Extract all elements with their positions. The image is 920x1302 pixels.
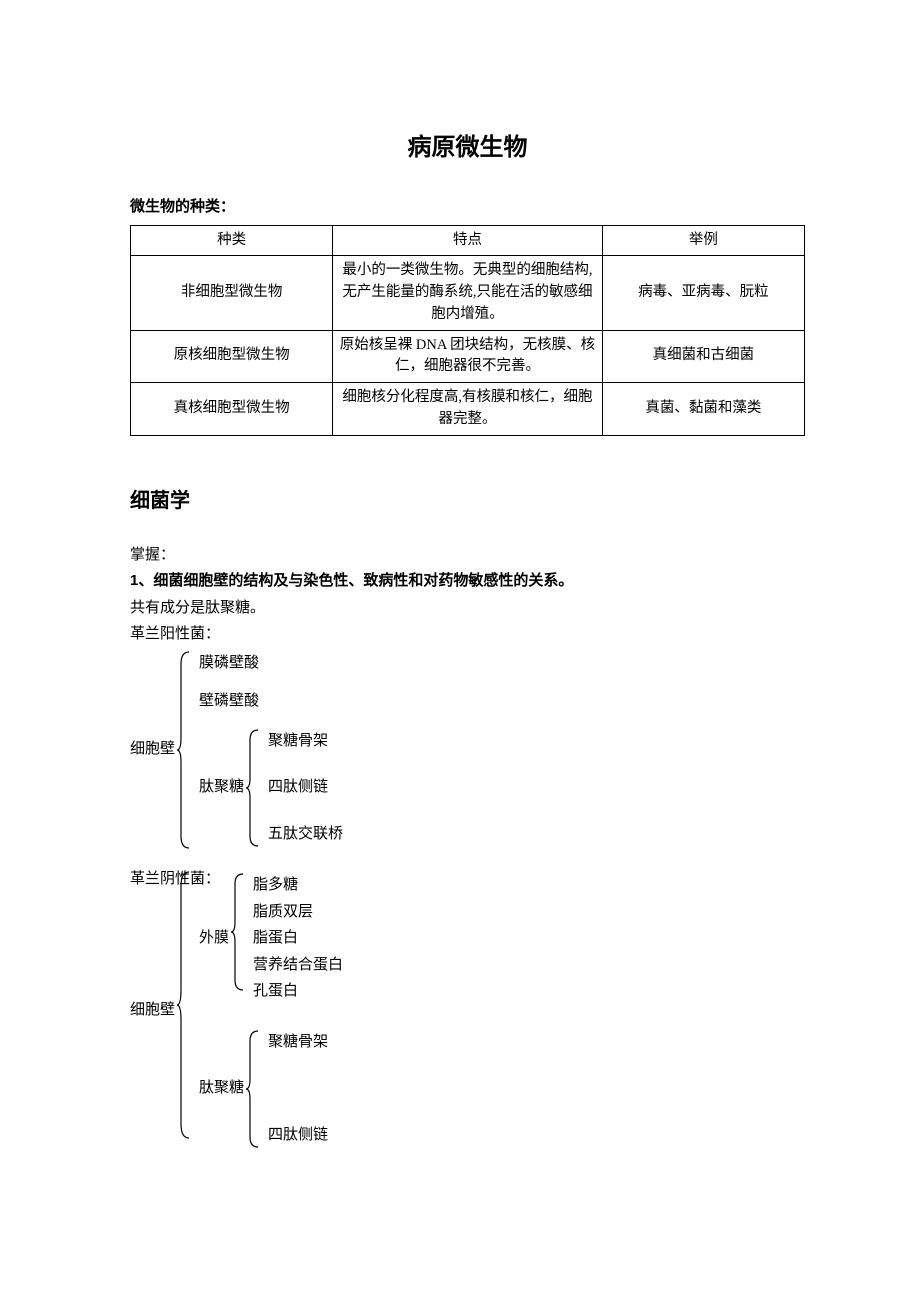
brace-icon (231, 872, 247, 1005)
cell-wall-label: 细胞壁 (130, 650, 177, 850)
tree-item: 膜磷壁酸 (199, 650, 343, 677)
table-row: 原核细胞型微生物 原始核呈裸 DNA 团块结构，无核膜、核仁，细胞器很不完善。 … (131, 330, 805, 383)
document-title: 病原微生物 (130, 130, 805, 166)
table-header-row: 种类 特点 举例 (131, 225, 805, 256)
table-header-cell: 特点 (333, 225, 603, 256)
tree-item: 五肽交联桥 (268, 821, 343, 848)
tree-item: 脂质双层 (253, 899, 343, 926)
table-header-cell: 种类 (131, 225, 333, 256)
table-heading: 微生物的种类： (130, 196, 805, 219)
peptidoglycan-label: 肽聚糖 (199, 1029, 246, 1149)
tree-item: 孔蛋白 (253, 978, 343, 1005)
brace-icon (177, 650, 193, 850)
common-component: 共有成分是肽聚糖。 (130, 597, 805, 620)
tree-item: 聚糖骨架 (268, 728, 343, 755)
brace-icon (246, 728, 262, 848)
table-cell: 非细胞型微生物 (131, 256, 333, 330)
point-1: 1、细菌细胞壁的结构及与染色性、致病性和对药物敏感性的关系。 (130, 570, 805, 593)
cell-wall-label: 细胞壁 (130, 999, 177, 1022)
gram-positive-label: 革兰阳性菌： (130, 623, 805, 646)
table-row: 非细胞型微生物 最小的一类微生物。无典型的细胞结构,无产生能量的酶系统,只能在活… (131, 256, 805, 330)
table-cell: 最小的一类微生物。无典型的细胞结构,无产生能量的酶系统,只能在活的敏感细胞内增殖… (333, 256, 603, 330)
gram-positive-tree: 细胞壁 膜磷壁酸 壁磷壁酸 肽聚糖 聚糖骨架 四肽侧链 五肽交联桥 (130, 650, 805, 850)
table-cell: 真核细胞型微生物 (131, 383, 333, 436)
table-cell: 真菌、黏菌和藻类 (602, 383, 804, 436)
tree-item: 四肽侧链 (268, 774, 343, 801)
outer-membrane-label: 外膜 (199, 872, 231, 1005)
table-cell: 原核细胞型微生物 (131, 330, 333, 383)
brace-icon (246, 1029, 262, 1149)
table-header-cell: 举例 (602, 225, 804, 256)
table-row: 真核细胞型微生物 细胞核分化程度高,有核膜和核仁，细胞器完整。 真菌、黏菌和藻类 (131, 383, 805, 436)
tree-item: 脂蛋白 (253, 925, 343, 952)
table-cell: 真细菌和古细菌 (602, 330, 804, 383)
gram-negative-tree: 细胞壁 外膜 脂多糖 脂质双层 脂蛋白 营养结合蛋白 孔蛋白 肽聚糖 (130, 870, 805, 1151)
section-heading: 细菌学 (130, 486, 805, 516)
tree-item: 聚糖骨架 (268, 1029, 328, 1056)
table-cell: 细胞核分化程度高,有核膜和核仁，细胞器完整。 (333, 383, 603, 436)
microorganism-types-table: 种类 特点 举例 非细胞型微生物 最小的一类微生物。无典型的细胞结构,无产生能量… (130, 225, 805, 436)
tree-item: 四肽侧链 (268, 1122, 328, 1149)
tree-item: 营养结合蛋白 (253, 952, 343, 979)
brace-icon (177, 870, 193, 1151)
table-cell: 原始核呈裸 DNA 团块结构，无核膜、核仁，细胞器很不完善。 (333, 330, 603, 383)
peptidoglycan-label: 肽聚糖 (199, 728, 246, 848)
master-label: 掌握： (130, 544, 805, 567)
tree-item: 脂多糖 (253, 872, 343, 899)
tree-item: 壁磷壁酸 (199, 688, 343, 715)
table-cell: 病毒、亚病毒、朊粒 (602, 256, 804, 330)
